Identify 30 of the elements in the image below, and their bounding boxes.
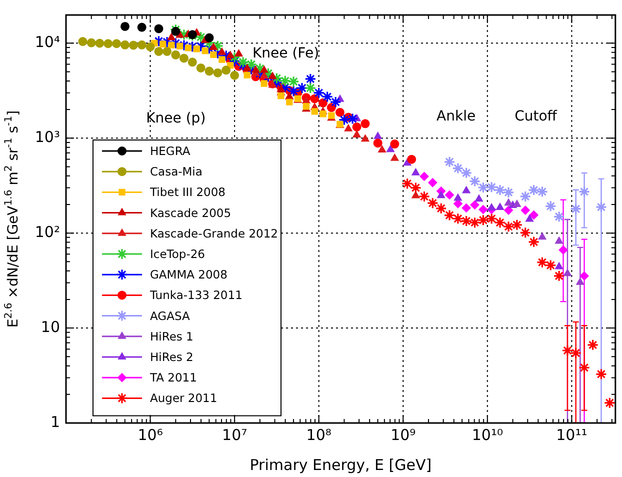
x-axis-title: Primary Energy, E [GeV] — [250, 456, 432, 474]
y-tick-label: 1 — [50, 412, 60, 431]
x-tick-label: 10¹⁰ — [472, 426, 503, 444]
x-tick-label: 10⁹ — [390, 426, 416, 444]
legend-label: TA 2011 — [149, 370, 197, 385]
legend-label: IceTop-26 — [150, 246, 205, 261]
legend-label: Kascade-Grande 2012 — [150, 226, 278, 240]
annotation: Knee (p) — [146, 110, 206, 127]
y-tick-label: 10² — [34, 222, 60, 241]
legend-label: AGASA — [150, 308, 190, 323]
text: E2.6 ×dN/dE [GeV1.6 m2 sr-1 s-1] — [3, 110, 22, 328]
legend-label: GAMMA 2008 — [150, 268, 228, 282]
x-tick-label: 10⁷ — [222, 426, 248, 444]
annotation: Knee (Fe) — [252, 45, 320, 62]
legend-label: Tunka-133 2011 — [149, 288, 242, 302]
x-tick-label: 10¹¹ — [556, 426, 588, 444]
legend-label: HiRes 1 — [150, 329, 194, 344]
legend-label: Tibet III 2008 — [149, 185, 226, 200]
x-tick-label: 10⁶ — [138, 426, 163, 444]
annotation: Cutoff — [514, 108, 558, 125]
y-tick-label: 10⁴ — [34, 33, 60, 52]
annotation: Ankle — [436, 108, 476, 125]
legend-label: HEGRA — [150, 144, 190, 158]
legend-label: Auger 2011 — [150, 391, 218, 406]
legend-label: Kascade 2005 — [150, 206, 232, 220]
legend-label: HiRes 2 — [150, 350, 194, 364]
y-tick-label: 10³ — [34, 128, 60, 146]
legend-label: Casa-Mia — [150, 164, 202, 179]
x-tick-label: 10⁸ — [306, 426, 332, 444]
y-tick-label: 10 — [40, 318, 60, 336]
